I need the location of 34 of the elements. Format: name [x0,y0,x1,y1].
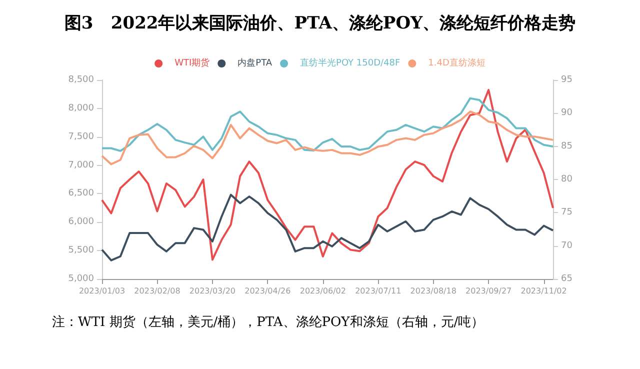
x-tick-label: 2023/02/08 [134,286,180,296]
y-tick-label: 7,000 [68,160,94,170]
y-tick-label: 7,500 [68,132,94,142]
y-tick-label: 6,500 [68,188,94,199]
legend-label: 直纺半光POY 150D/48F [300,58,400,68]
legend-label: WTI期货 [174,58,210,68]
y-tick-label: 5,000 [68,274,94,284]
y2-tick-label: 65 [561,274,572,284]
x-tick-label: 2023/11/02 [520,286,567,296]
x-tick-label: 2023/09/27 [466,286,512,296]
x-tick-label: 2023/03/20 [189,286,236,296]
x-tick-label: 2023/04/26 [244,286,291,296]
y2-tick-label: 85 [561,141,572,152]
text: 注：WTI 期货（左轴，美元/桶），PTA、涤纶POY和涤短（右轴，元/吨） [52,314,484,330]
y2-tick-label: 90 [561,108,573,118]
x-tick-label: 2023/01/03 [78,286,126,296]
line-series [101,110,554,166]
chart-title: 图3 2022年以来国际油价、PTA、涤纶POY、涤纶短纤价格走势 [64,14,576,34]
legend-label: 内盘PTA [238,58,273,68]
x-tick-label: 2023/08/18 [410,286,456,296]
line-series [101,194,554,262]
y2-tick-label: 95 [561,75,572,85]
x-tick-label: 2023/07/11 [355,286,402,296]
line-series [101,88,554,261]
x-tick-label: 2023/06/02 [300,286,346,296]
y2-tick-label: 70 [561,240,573,251]
y2-tick-label: 80 [561,174,573,184]
y-tick-label: 8,000 [68,103,94,114]
legend-label: 1.4D直纺涤短 [428,58,486,68]
y-tick-label: 5,500 [68,246,94,256]
y2-tick-label: 75 [561,208,572,218]
y-tick-label: 6,000 [68,217,94,228]
line-series [101,97,554,152]
y-tick-label: 8,500 [68,75,94,85]
